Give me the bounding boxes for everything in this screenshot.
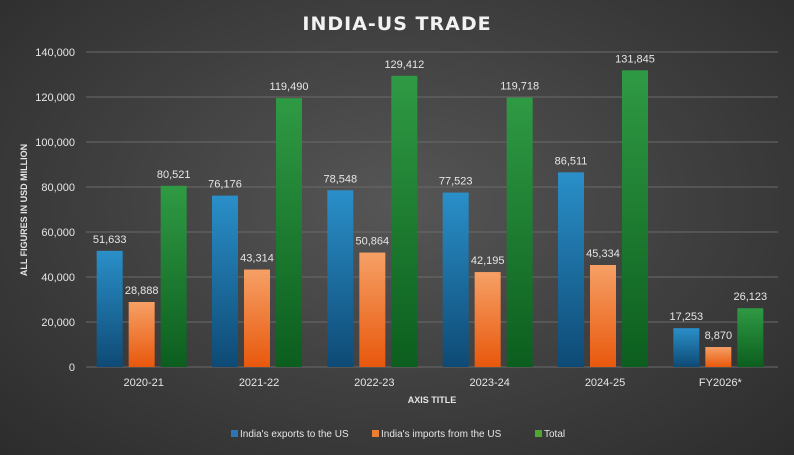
y-tick-label: 20,000 [41, 317, 75, 329]
data-label: 129,412 [384, 59, 424, 71]
bar-2023-24-series-0 [442, 192, 469, 367]
bar-2022-23-series-0 [327, 190, 354, 367]
bar-2020-21-series-0 [96, 250, 123, 367]
bars [96, 70, 764, 368]
bar-2024-25-series-1 [590, 264, 616, 367]
legend-swatch [372, 430, 379, 437]
x-axis-title: AXIS TITLE [408, 395, 457, 405]
bar-2023-24-series-1 [474, 272, 501, 367]
data-label: 80,521 [157, 169, 191, 181]
data-label: 26,123 [734, 291, 768, 303]
data-label: 119,490 [270, 81, 309, 93]
data-label: 131,845 [615, 53, 655, 65]
bar-2024-25-series-2 [622, 70, 648, 367]
y-tick-label: 60,000 [41, 227, 75, 239]
x-tick-label: 2023-24 [469, 377, 509, 389]
bar-2024-25-series-0 [558, 172, 584, 367]
data-label: 51,633 [93, 234, 127, 246]
legend-label: Total [544, 429, 565, 440]
y-tick-label: 140,000 [35, 47, 75, 59]
y-tick-label: 80,000 [41, 182, 75, 194]
bar-FY2026*-series-0 [673, 328, 700, 367]
y-axis-title: ALL FIGURES IN USD MILLION [19, 144, 29, 276]
gridlines [86, 51, 778, 368]
legend-label: India's imports from the US [381, 429, 502, 440]
x-tick-label: 2022-23 [354, 377, 394, 389]
data-label: 8,870 [705, 330, 733, 342]
data-label: 119,718 [500, 81, 539, 93]
legend: India's exports to the US India's imports… [231, 429, 565, 440]
x-tick-label: 2021-22 [239, 377, 279, 389]
y-tick-label: 120,000 [35, 92, 75, 104]
bar-FY2026*-series-2 [737, 308, 764, 367]
chart-title: INDIA-US TRADE [302, 13, 491, 35]
bar-2022-23-series-1 [359, 252, 386, 367]
data-label: 42,195 [471, 255, 505, 267]
legend-label: India's exports to the US [240, 429, 349, 440]
y-axis-ticks: 0 20,000 40,000 60,000 80,000 100,000 120,000 1… [35, 47, 75, 374]
data-label: 50,864 [356, 236, 390, 248]
data-label: 76,176 [208, 179, 242, 191]
bar-2021-22-series-1 [244, 269, 270, 367]
bar-2022-23-series-2 [391, 75, 418, 367]
data-label: 45,334 [586, 248, 620, 260]
x-tick-label: 2020-21 [123, 377, 163, 389]
x-axis-ticks: 2020-21 2021-22 2022-23 2023-24 2024-25 FY202… [123, 377, 742, 389]
bar-FY2026*-series-1 [705, 347, 732, 367]
bar-2021-22-series-0 [212, 195, 238, 367]
data-label: 78,548 [324, 173, 358, 185]
legend-swatch [535, 430, 542, 437]
y-tick-label: 100,000 [35, 137, 75, 149]
x-tick-label: FY2026* [699, 377, 743, 389]
x-tick-label: 2024-25 [585, 377, 625, 389]
data-label: 28,888 [125, 285, 159, 297]
y-tick-label: 40,000 [41, 272, 75, 284]
bar-2020-21-series-2 [160, 185, 187, 367]
bar-2020-21-series-1 [128, 302, 155, 367]
y-tick-label: 0 [69, 362, 75, 374]
data-label: 86,511 [555, 155, 588, 167]
data-label: 77,523 [439, 176, 473, 188]
bar-2023-24-series-2 [506, 97, 533, 368]
legend-swatch [231, 430, 238, 437]
data-labels: 51,633 28,888 80,521 76,176 43,314 119,490 78,… [93, 53, 767, 342]
bar-2021-22-series-2 [276, 98, 302, 368]
data-label: 43,314 [240, 253, 274, 265]
data-label: 17,253 [670, 311, 704, 323]
